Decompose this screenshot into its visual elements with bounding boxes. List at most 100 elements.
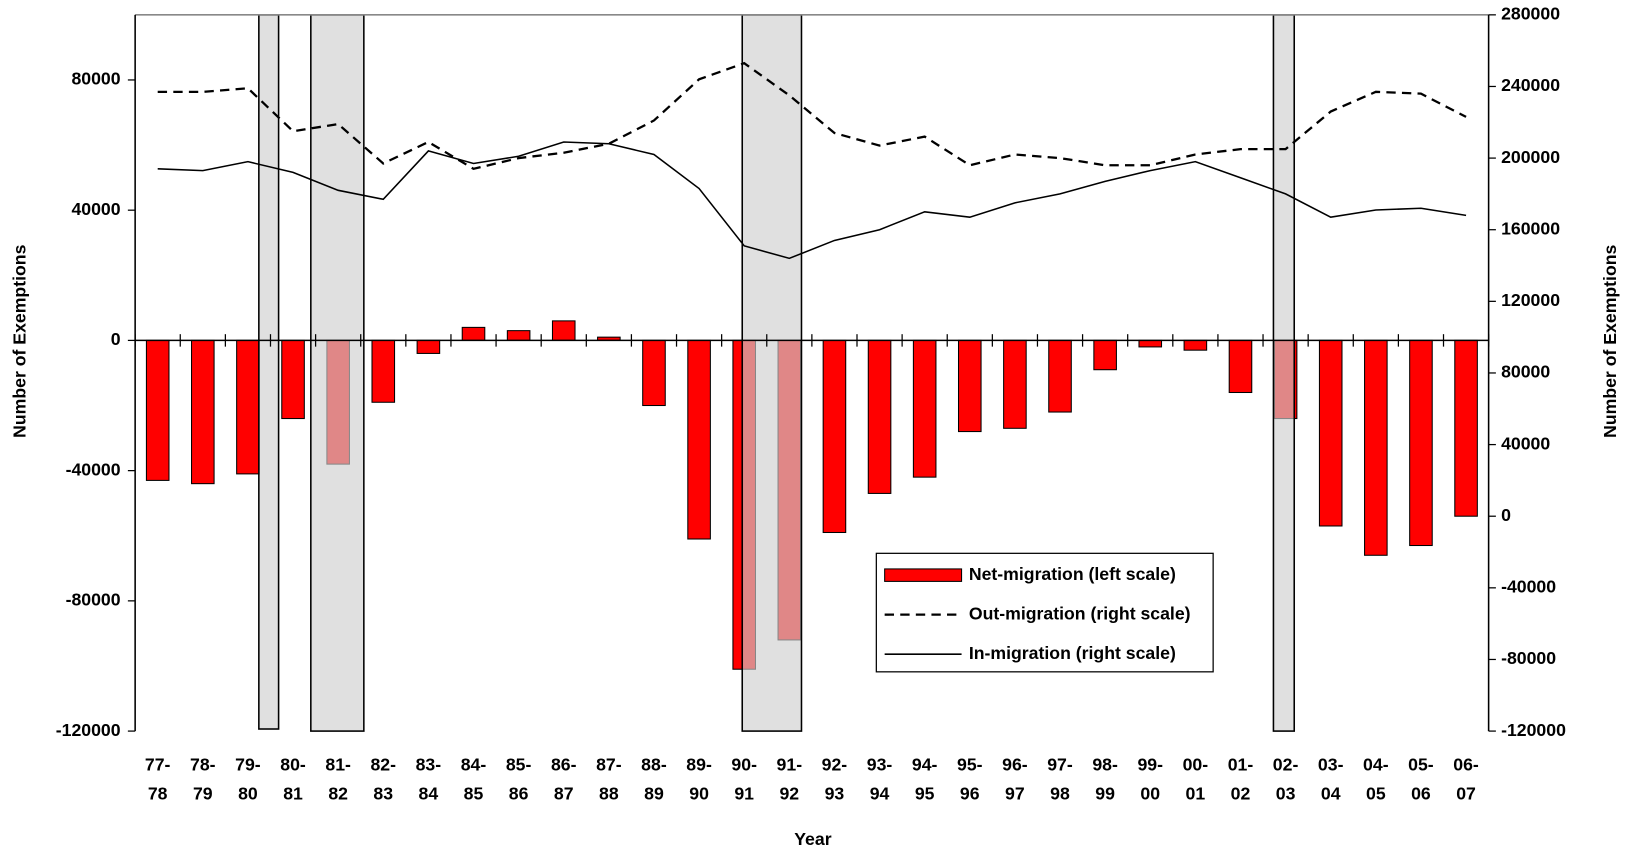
- x-tick-label-box: 91- 92: [777, 755, 803, 804]
- legend-label: Net-migration (left scale): [969, 564, 1176, 584]
- x-tick-label-box: 92- 93: [821, 754, 848, 804]
- y-tick-label: -80000: [66, 590, 121, 610]
- bar: [822, 339, 847, 534]
- shade-band: [1272, 14, 1296, 732]
- x-tick-label-box: 80- 81: [280, 755, 306, 804]
- x-tick-label: 88- 89: [641, 754, 667, 804]
- x-tick-label-box: 90- 91: [731, 754, 757, 804]
- x-tick-label: 78- 79: [190, 754, 216, 804]
- bar: [145, 339, 170, 481]
- x-tick-label: 06- 07: [1453, 754, 1479, 804]
- y-tick-label: 0: [111, 329, 121, 349]
- x-tick-label: 85- 86: [505, 754, 532, 804]
- x-tick-label: 01- 02: [1227, 754, 1254, 804]
- bar: [1003, 339, 1027, 429]
- y-tick-label: -40000: [66, 459, 121, 479]
- x-tick-label-box: 82- 83: [370, 755, 396, 804]
- bar: [1318, 339, 1343, 527]
- y-tick-label: 40000: [71, 199, 120, 219]
- x-tick-label: 79- 80: [235, 754, 261, 804]
- x-axis-title: Year: [794, 829, 831, 849]
- x-tick-label-box: 87- 88: [596, 754, 622, 804]
- bar: [867, 339, 892, 494]
- line-series: [157, 141, 1467, 260]
- x-tick-label-box: 95- 96: [956, 754, 983, 804]
- bar: [1228, 339, 1253, 394]
- y2-tick-label: -40000: [1501, 577, 1556, 597]
- x-tick-label-box: 79- 80: [235, 754, 261, 804]
- x-tick-label-box: 02- 03: [1272, 754, 1299, 804]
- x-tick-label: 99- 00: [1137, 754, 1164, 804]
- y2-tick-label: 80000: [1501, 362, 1550, 382]
- x-tick-label: 87- 88: [596, 754, 622, 804]
- x-tick-label-box: 06- 07: [1453, 754, 1479, 804]
- x-tick-label-box: 99- 00: [1137, 754, 1164, 804]
- x-tick-label: 84- 85: [460, 754, 487, 804]
- x-tick-label-box: 04- 05: [1363, 754, 1389, 804]
- lines-layer: [157, 61, 1467, 260]
- bar: [371, 339, 396, 403]
- shade-band: [310, 14, 365, 732]
- bar: [1138, 339, 1163, 348]
- bar: [191, 339, 215, 485]
- x-tick-label: 96- 97: [1002, 754, 1028, 804]
- x-tick-label-box: 05- 06: [1408, 754, 1434, 804]
- x-tick-label-box: 86- 87: [550, 754, 577, 804]
- x-tick-label-box: 81- 82: [325, 754, 351, 804]
- x-tick-label: 90- 91: [731, 754, 757, 804]
- y2-axis-title: Number of Exemptions: [1600, 244, 1620, 437]
- x-tick-label: 93- 94: [866, 754, 893, 804]
- y2-tick-label: 0: [1501, 505, 1511, 525]
- x-tick-label-box: 01- 02: [1227, 754, 1254, 804]
- y2-tick-label: 240000: [1501, 75, 1560, 95]
- x-tick-label-box: 89- 90: [686, 754, 712, 804]
- bar: [1364, 339, 1388, 556]
- x-tick-label: 95- 96: [956, 754, 983, 804]
- x-tick-label-box: 84- 85: [460, 754, 487, 804]
- bar: [1048, 339, 1072, 413]
- bar: [957, 339, 982, 433]
- bar: [1409, 339, 1433, 547]
- x-tick-label-box: 03- 04: [1318, 755, 1344, 804]
- x-tick-label: 04- 05: [1363, 754, 1389, 804]
- bar: [912, 339, 937, 478]
- bar: [642, 339, 666, 407]
- x-tick-label: 05- 06: [1408, 754, 1434, 804]
- y-tick-label: 80000: [71, 69, 120, 89]
- x-tick-label: 02- 03: [1272, 754, 1299, 804]
- x-tick-label-box: 85- 86: [505, 754, 532, 804]
- x-tick-label-box: 78- 79: [190, 754, 216, 804]
- shade-band: [741, 14, 803, 732]
- bar: [281, 339, 305, 420]
- bar: [551, 320, 576, 341]
- legend-label: In-migration (right scale): [969, 643, 1176, 663]
- x-tick-label: 81- 82: [325, 754, 351, 804]
- x-tick-label-box: 00- 01: [1183, 755, 1209, 804]
- y-tick-label: -120000: [56, 720, 121, 740]
- y2-tick-label: -120000: [1501, 720, 1566, 740]
- x-tick-label: 86- 87: [550, 754, 577, 804]
- bar: [1454, 339, 1478, 517]
- x-tick-label: 77- 78: [144, 754, 171, 804]
- x-tick-label-box: 94- 95: [912, 755, 938, 804]
- x-tick-label-box: 77- 78: [144, 754, 171, 804]
- x-tick-label: 83- 84: [415, 754, 442, 804]
- legend-label: Out-migration (right scale): [969, 603, 1191, 623]
- x-tick-label-box: 96- 97: [1002, 754, 1028, 804]
- y2-tick-label: 120000: [1501, 290, 1560, 310]
- y2-tick-label: 200000: [1501, 147, 1560, 167]
- bar: [1183, 339, 1208, 351]
- axes-layer: -120000 -80000 -40000 0 40000 80000 -120000 -80…: [56, 4, 1566, 804]
- x-tick-label-box: 97- 98: [1047, 755, 1073, 804]
- y-axis-title: Number of Exemptions: [9, 244, 29, 437]
- shade-band: [258, 14, 280, 730]
- bar: [687, 339, 711, 540]
- x-tick-label: 89- 90: [686, 754, 712, 804]
- bar: [461, 326, 486, 341]
- y2-tick-label: 160000: [1501, 218, 1560, 238]
- y2-tick-label: 40000: [1501, 433, 1550, 453]
- x-tick-label: 92- 93: [821, 754, 848, 804]
- x-tick-label-box: 93- 94: [866, 754, 893, 804]
- legend: Net-migration (left scale) Out-migration …: [875, 552, 1214, 673]
